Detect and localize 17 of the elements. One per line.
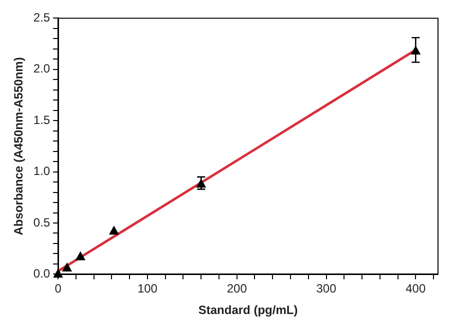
y-axis-title: Absorbance (A450nm-A550nm) [12, 57, 26, 236]
point [75, 251, 86, 260]
y-tick-label: 2.0 [33, 62, 50, 76]
x-tick-label: 300 [316, 282, 337, 296]
point [53, 268, 64, 278]
x-tick-label: 400 [406, 282, 426, 296]
x-tick-label: 200 [226, 282, 248, 296]
y-tick-label: 1.5 [33, 112, 50, 127]
x-tick-label: 100 [137, 282, 158, 296]
y-tick-label: 2.5 [33, 10, 50, 25]
y-tick-label: 1.0 [33, 164, 50, 178]
point [108, 226, 119, 235]
y-tick-label: 0.5 [33, 215, 50, 230]
point [62, 262, 72, 272]
y-tick-label: 0.0 [33, 266, 50, 281]
x-tick-label: 0 [54, 282, 62, 296]
x-axis-title: Standard (pg/mL) [198, 303, 298, 318]
